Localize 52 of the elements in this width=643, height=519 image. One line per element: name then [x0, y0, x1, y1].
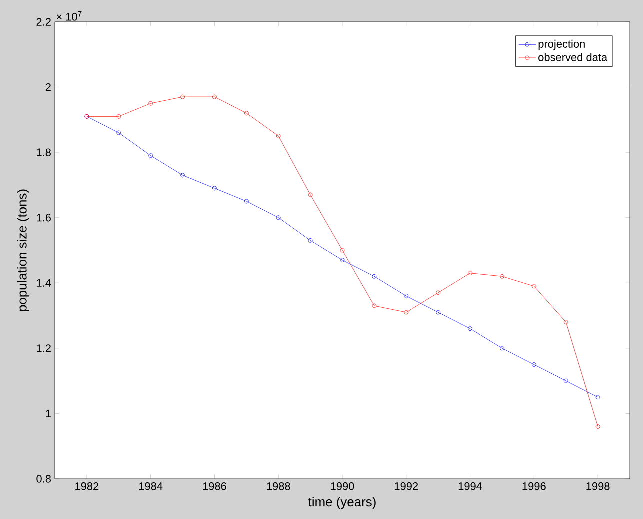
y-tick-label: 1.8: [37, 148, 51, 156]
x-axis-title: time (years): [308, 497, 376, 510]
point: [372, 304, 377, 308]
point: [436, 310, 441, 315]
y-tick-label: 1.6: [37, 214, 51, 222]
point: [404, 310, 409, 315]
y-tick-label: 1.4: [37, 279, 52, 287]
point: [340, 258, 345, 262]
x-tick-label: 1996: [522, 482, 546, 490]
y-tick-label: 1: [46, 410, 51, 418]
point: [500, 274, 504, 279]
x-tick-label: 1992: [395, 482, 418, 490]
legend-label: projection: [538, 40, 585, 50]
x-tick-label: 1984: [139, 482, 163, 490]
point: [116, 130, 122, 136]
point: [180, 173, 185, 178]
x-tick-label: 1988: [267, 482, 290, 490]
text: × 10$^{7}$: [56, 11, 82, 21]
y-tick-label: 2.2: [36, 18, 51, 26]
y-tick-label: 0.8: [36, 475, 51, 483]
point: [340, 248, 345, 253]
point: [500, 346, 504, 351]
x-tick-label: 1994: [458, 482, 482, 490]
point: [468, 271, 472, 276]
point: [404, 294, 409, 298]
point: [308, 192, 313, 198]
y-tick-label: 1.2: [37, 344, 51, 352]
x-tick-label: 1982: [76, 482, 99, 490]
point: [180, 94, 185, 100]
x-tick-label: 1986: [203, 482, 226, 490]
point: [532, 284, 536, 289]
point: [276, 216, 281, 220]
point: [308, 238, 313, 243]
x-tick-label: 1998: [586, 482, 610, 490]
point: [148, 154, 154, 158]
point: [244, 111, 249, 116]
point: [212, 186, 217, 191]
point: [244, 199, 249, 204]
point: [564, 378, 568, 384]
point: [148, 101, 154, 106]
y-tick-label: 2: [46, 83, 51, 92]
point: [212, 94, 217, 100]
legend-label: observed data: [538, 53, 608, 62]
x-tick-label: 1990: [331, 482, 354, 490]
point: [468, 326, 472, 332]
point: [532, 362, 536, 367]
y-axis-title: population size (tons): [17, 190, 30, 312]
point: [276, 134, 281, 138]
point: [116, 114, 122, 119]
point: [372, 274, 377, 279]
point: [436, 290, 441, 296]
point: [564, 320, 568, 325]
